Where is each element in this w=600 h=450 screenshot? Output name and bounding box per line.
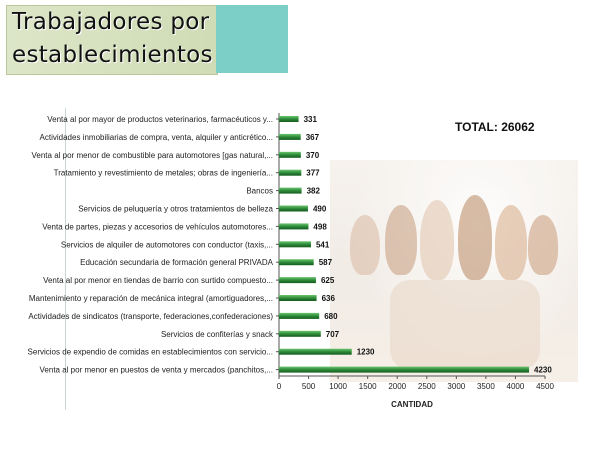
bar xyxy=(279,348,352,355)
photo-figure xyxy=(495,205,527,280)
category-label: Venta al por menor de combustible para a… xyxy=(32,151,273,160)
category-label: Venta al por menor en tiendas de barrio … xyxy=(43,276,273,285)
bar xyxy=(279,366,530,373)
total-annotation: TOTAL: 26062 xyxy=(455,120,535,134)
bar xyxy=(279,259,314,266)
bar xyxy=(279,169,302,176)
category-label: Tratamiento y revestimiento de metales; … xyxy=(54,169,273,178)
x-axis-title: CANTIDAD xyxy=(391,400,433,409)
category-label: Actividades inmobiliarias de compra, ven… xyxy=(40,133,273,142)
data-label: 377 xyxy=(306,169,320,178)
category-label: Mantenimiento y reparación de mecánica i… xyxy=(29,294,273,303)
title-accent-block xyxy=(216,5,288,73)
page-title-line-2: establecimientos xyxy=(12,42,213,68)
category-label: Venta al por mayor de productos veterina… xyxy=(47,115,273,124)
x-tick-label: 1500 xyxy=(359,382,377,391)
x-tick-label: 3500 xyxy=(477,382,495,391)
photo-figure xyxy=(458,195,492,280)
bar xyxy=(279,277,316,284)
data-label: 707 xyxy=(326,330,340,339)
bar xyxy=(279,223,309,230)
x-tick-label: 1000 xyxy=(329,382,347,391)
data-label: 1230 xyxy=(357,348,375,357)
bar xyxy=(279,116,299,122)
data-label: 636 xyxy=(322,294,336,303)
data-label: 498 xyxy=(313,222,327,231)
x-tick-label: 2000 xyxy=(388,382,406,391)
bar xyxy=(279,151,301,158)
category-label: Educación secundaria de formación genera… xyxy=(80,258,274,267)
category-label: Servicios de peluquería y otros tratamie… xyxy=(78,205,273,214)
category-label: Venta al por menor en puestos de venta y… xyxy=(40,366,273,375)
page-title-line-1: Trabajadores por xyxy=(12,9,210,35)
bar xyxy=(279,241,311,248)
bar xyxy=(279,187,302,194)
bar xyxy=(279,330,321,337)
data-label: 382 xyxy=(307,187,321,196)
data-label: 331 xyxy=(304,115,318,124)
photo-figure xyxy=(420,200,454,280)
data-label: 367 xyxy=(306,133,320,142)
title-box xyxy=(6,5,218,75)
x-tick-label: 3000 xyxy=(447,382,465,391)
bar xyxy=(279,133,301,140)
page-title: Trabajadores por establecimientos xyxy=(12,6,232,72)
data-label: 587 xyxy=(319,258,333,267)
x-tick-label: 4500 xyxy=(536,382,554,391)
x-tick-label: 0 xyxy=(277,382,282,391)
category-label: Servicios de alquiler de automotores con… xyxy=(61,240,273,249)
bar xyxy=(279,312,320,319)
category-label: Bancos xyxy=(246,187,273,196)
category-label: Servicios de expendio de comidas en esta… xyxy=(28,348,273,357)
bar xyxy=(279,205,308,212)
photo-figure xyxy=(528,215,558,275)
data-label: 541 xyxy=(316,240,330,249)
bar xyxy=(279,295,317,301)
category-label: Venta de partes, piezas y accesorios de … xyxy=(42,222,273,231)
x-tick-label: 500 xyxy=(302,382,316,391)
data-label: 625 xyxy=(321,276,335,285)
x-tick-label: 4000 xyxy=(507,382,525,391)
x-tick-label: 2500 xyxy=(418,382,436,391)
data-label: 680 xyxy=(324,312,338,321)
data-label: 370 xyxy=(306,151,320,160)
left-divider xyxy=(65,108,66,410)
photo-figure xyxy=(350,215,380,275)
data-label: 4230 xyxy=(534,366,552,375)
photo-figure xyxy=(385,205,417,275)
category-label: Actividades de sindicatos (transporte, f… xyxy=(28,312,273,321)
category-label: Servicios de confiterías y snack xyxy=(161,330,274,339)
data-label: 490 xyxy=(313,205,327,214)
photo-figure xyxy=(390,280,540,370)
